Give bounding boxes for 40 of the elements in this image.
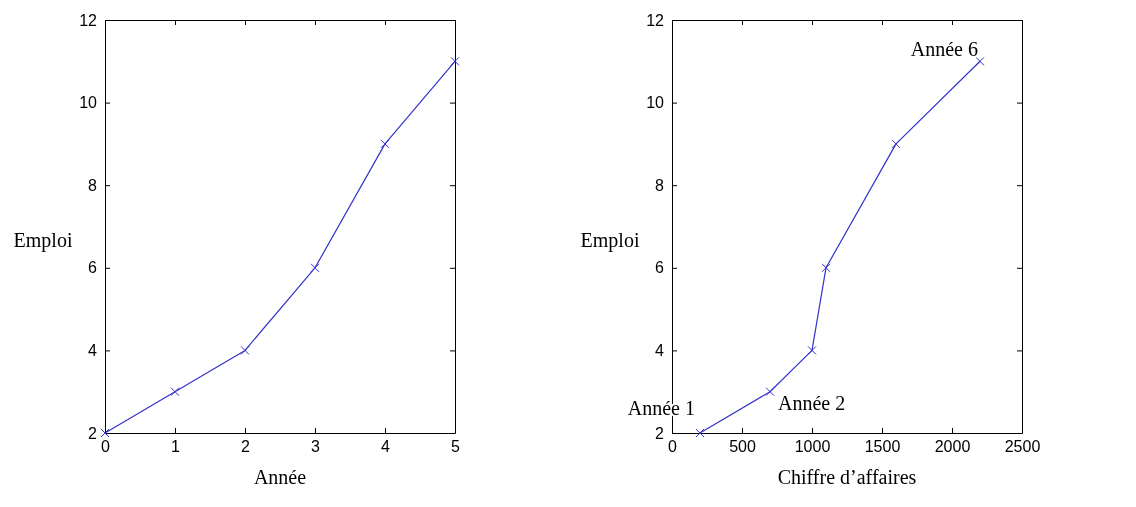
y-tick-label: 6 bbox=[655, 259, 665, 277]
x-tick-label: 2 bbox=[241, 438, 251, 456]
y-axis-title: Emploi bbox=[13, 229, 73, 252]
x-tick-label: 1500 bbox=[864, 438, 901, 456]
x-tick-label: 500 bbox=[729, 438, 756, 456]
x-tick-label: 4 bbox=[381, 438, 391, 456]
point bbox=[380, 139, 390, 149]
point bbox=[891, 139, 901, 149]
point bbox=[975, 56, 985, 66]
x-tick-label: 1000 bbox=[794, 438, 831, 456]
x-axis-title: Année bbox=[253, 466, 307, 488]
point bbox=[807, 345, 817, 355]
x-tick-label: 2500 bbox=[1004, 438, 1041, 456]
annotation: Année 6 bbox=[910, 38, 978, 61]
x-tick-label: 1 bbox=[171, 438, 181, 456]
x-tick-label: 5 bbox=[451, 438, 461, 456]
y-tick-label: 2 bbox=[88, 424, 98, 442]
y-tick-label: 4 bbox=[88, 342, 98, 360]
y-tick-label: 8 bbox=[655, 176, 665, 194]
y-tick-label: 6 bbox=[88, 259, 98, 277]
y-tick-label: 10 bbox=[646, 94, 665, 112]
y-tick-label: 4 bbox=[655, 342, 665, 360]
annotation: Année 2 bbox=[778, 391, 846, 414]
point bbox=[765, 387, 775, 397]
point bbox=[310, 263, 320, 273]
y-tick-label: 10 bbox=[79, 94, 98, 112]
point bbox=[170, 387, 180, 397]
y-axis-title: Emploi bbox=[580, 229, 640, 252]
y-tick-label: 2 bbox=[655, 424, 665, 442]
point bbox=[240, 345, 250, 355]
y-tick-label: 12 bbox=[79, 11, 98, 29]
x-tick-label: 0 bbox=[668, 438, 678, 456]
x-axis-title: Chiffre d’affaires bbox=[777, 466, 917, 488]
point bbox=[821, 263, 831, 273]
x-tick-label: 3 bbox=[311, 438, 321, 456]
point bbox=[450, 56, 460, 66]
x-tick-label: 0 bbox=[101, 438, 111, 456]
x-tick-label: 2000 bbox=[934, 438, 971, 456]
y-tick-label: 12 bbox=[646, 11, 665, 29]
y-tick-label: 8 bbox=[88, 176, 98, 194]
